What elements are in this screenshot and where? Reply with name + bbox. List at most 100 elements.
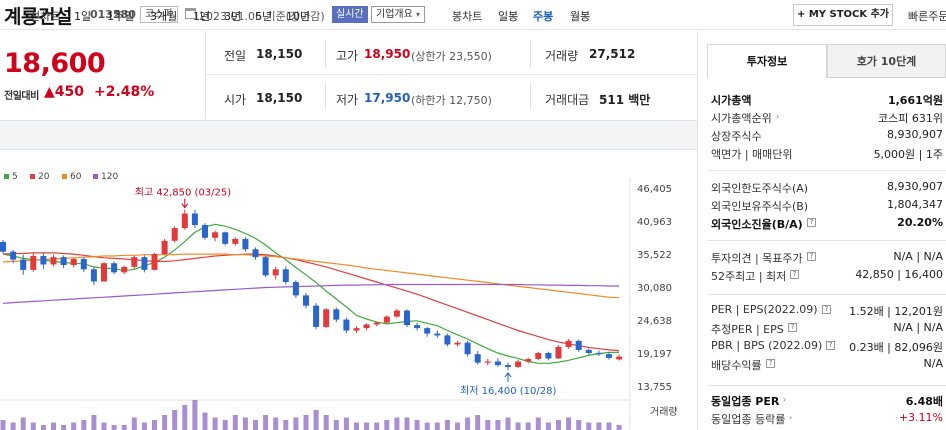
candle-body: [565, 340, 572, 347]
volume-bar: [212, 417, 218, 430]
info-label: 배당수익률: [711, 359, 762, 372]
chevron-right-icon[interactable]: ›: [776, 112, 780, 121]
candle-body: [545, 352, 552, 359]
candle-body: [595, 352, 602, 355]
candle-daily[interactable]: 일봉: [498, 10, 519, 23]
candle-body: [464, 342, 471, 355]
period-5y[interactable]: 5년: [255, 10, 273, 23]
volume-bar: [374, 422, 380, 430]
candle-weekly[interactable]: 주봉: [533, 10, 554, 23]
info-value: 6.48배: [905, 395, 943, 408]
info-value: 20.20%: [897, 216, 943, 229]
info-row: PBR | BPS (2022.09)? 0.23배 | 82,096원: [711, 337, 943, 355]
candle-body: [272, 269, 279, 276]
help-icon[interactable]: ?: [790, 270, 799, 279]
info-label: 외국인보유주식수(B): [711, 200, 809, 213]
candle-body: [212, 232, 219, 238]
info-value: 42,850 | 16,400: [855, 268, 943, 281]
open-label: 시가: [224, 93, 247, 107]
ma-line-5: [2, 223, 620, 364]
period-3y[interactable]: 3년: [224, 10, 242, 23]
stock-name: 계룡건설: [4, 6, 72, 28]
current-price: 18,600: [4, 48, 106, 79]
candle-body: [454, 342, 461, 345]
candle-body: [151, 254, 158, 270]
period-10y[interactable]: 10년: [286, 10, 311, 23]
info-value: 1.52배 | 12,201원: [849, 305, 943, 318]
change-amount: ▲450: [44, 84, 84, 100]
date-text: 2023.01.06 기준(장마감): [199, 10, 325, 23]
volume-bar: [121, 425, 127, 430]
panel-divider: [707, 294, 946, 295]
candle-monthly[interactable]: 월봉: [570, 10, 591, 23]
candle-body: [262, 257, 269, 276]
line-chart-label: 선차트: [30, 10, 61, 23]
candle-body: [101, 263, 107, 282]
period-3m[interactable]: 3개월: [150, 10, 178, 23]
volume-bar: [364, 422, 370, 430]
help-icon[interactable]: ?: [807, 252, 816, 261]
live-button[interactable]: 실시간: [332, 6, 368, 23]
candle-body: [393, 310, 400, 317]
company-overview-button[interactable]: 기업개요 ▾: [371, 6, 426, 23]
high-arrow-head: [181, 203, 189, 209]
info-label: 투자의견 | 목표주가: [711, 252, 803, 265]
volume-bar: [273, 417, 279, 430]
trade-value-label: 거래대금: [545, 93, 590, 107]
candle-body: [555, 346, 562, 359]
volume-bar: [455, 422, 460, 430]
chevron-right-icon[interactable]: ›: [783, 395, 787, 404]
divider: [325, 40, 326, 68]
y-tick-label: 24,638: [637, 316, 672, 327]
volume-bar: [444, 420, 450, 430]
volume-bar: [576, 420, 582, 430]
help-icon[interactable]: ?: [826, 341, 835, 350]
add-mystock-button[interactable]: + MY STOCK 추가: [793, 4, 893, 26]
volume-bar: [343, 417, 349, 430]
volume-bar: [434, 422, 440, 430]
calendar-icon: [185, 8, 196, 19]
info-label: 추정PER | EPS: [711, 323, 784, 336]
help-icon[interactable]: ?: [807, 218, 816, 227]
tab-investment-info[interactable]: 투자정보: [707, 44, 827, 78]
volume-bar: [202, 412, 208, 430]
info-row: 배당수익률? N/A: [711, 355, 943, 373]
ma-line-20: [2, 252, 620, 352]
candle-body: [242, 238, 249, 250]
period-1w[interactable]: 1주일: [107, 10, 135, 23]
y-axis-ticks: 46,405 40,963 35,522 30,080 24,638 19,197 13,7…: [637, 184, 672, 393]
candlesticks: [0, 209, 623, 370]
candle-body: [202, 225, 208, 238]
tab-orderbook-10[interactable]: 호가 10단계: [827, 44, 946, 78]
volume-bars: [0, 400, 622, 430]
candle-body: [40, 255, 47, 265]
candle-body: [343, 319, 350, 331]
help-icon[interactable]: ?: [788, 323, 797, 332]
volume-bar: [566, 417, 572, 430]
legend-ma60: 60: [62, 172, 81, 182]
quick-order-link[interactable]: 빠른주문: [908, 10, 946, 23]
price-chart[interactable]: 46,405 40,963 35,522 30,080 24,638 19,197 13,7…: [0, 168, 697, 430]
period-1d[interactable]: 1일: [74, 10, 92, 23]
info-value: 1,804,347: [887, 198, 943, 211]
volume-bar: [30, 422, 36, 430]
low-arrow-head: [504, 372, 512, 378]
volume-bar: [323, 415, 329, 430]
info-label: 52주최고 | 최저: [711, 270, 787, 283]
period-1y[interactable]: 1년: [193, 10, 211, 23]
prev-day-label: 전일대비: [4, 91, 39, 102]
trade-value: 511 백만: [599, 93, 651, 107]
panel-divider: [707, 170, 946, 171]
y-tick-label: 13,755: [637, 382, 672, 393]
chevron-right-icon[interactable]: ›: [789, 413, 793, 422]
candle-body: [161, 240, 168, 255]
add-mystock-label: MY STOCK 추가: [808, 9, 890, 20]
candle-body: [111, 263, 118, 273]
volume-bar: [616, 425, 622, 430]
volume-bar: [81, 420, 87, 430]
volume-bar: [606, 422, 612, 430]
help-icon[interactable]: ?: [766, 359, 775, 368]
candle-body: [90, 269, 97, 282]
help-icon[interactable]: ?: [822, 305, 831, 314]
info-row: 동일업종 PER › 6.48배: [711, 391, 943, 409]
